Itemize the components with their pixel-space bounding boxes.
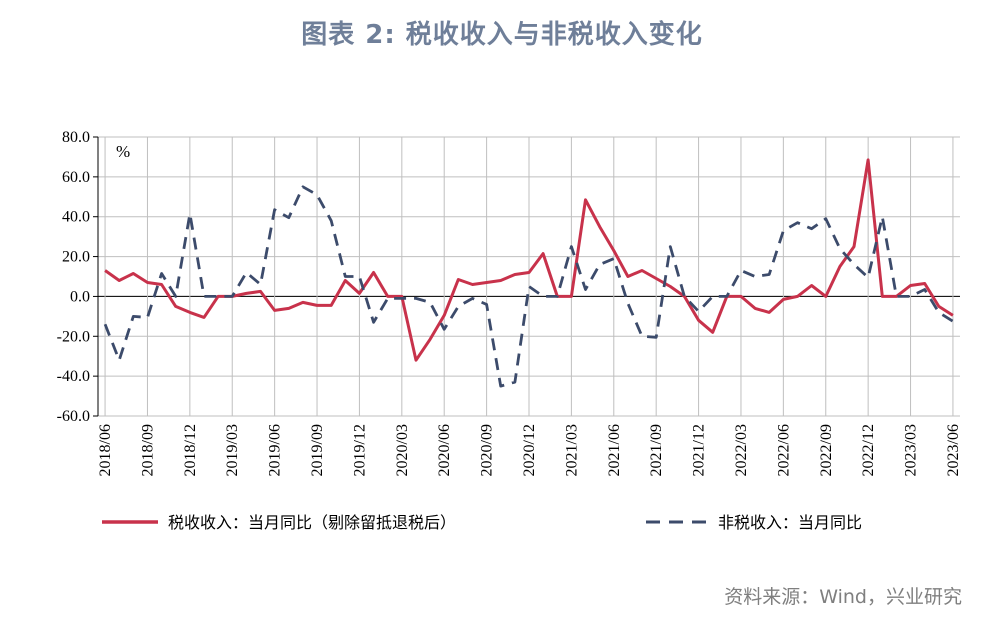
x-tick-label: 2018/12 <box>182 424 199 476</box>
series-line-tax <box>104 158 954 362</box>
x-tick-label: 2019/12 <box>351 424 368 476</box>
x-axis-ticks: 2018/06 2018/09 2018/12 2019/03 2019/06 2019/… <box>97 424 962 476</box>
x-tick-label: 2018/09 <box>139 424 156 476</box>
x-tick-label: 2021/03 <box>563 424 580 476</box>
source-note: 资料来源：Wind，兴业研究 <box>724 586 962 608</box>
x-tick-label: 2021/12 <box>691 424 708 476</box>
legend-label-tax: 税收收入：当月同比（剔除留抵退税后） <box>168 513 456 532</box>
x-tick-label: 2022/09 <box>818 424 835 476</box>
x-tick-label: 2018/06 <box>97 424 114 476</box>
x-tick-label: 2022/06 <box>775 424 792 476</box>
series-line-nontax <box>103 185 954 388</box>
x-tick-label: 2019/03 <box>224 424 241 476</box>
y-tick-label: 40.0 <box>62 209 90 226</box>
x-tick-label: 2023/03 <box>903 424 920 476</box>
y-tick-label: -40.0 <box>57 368 90 385</box>
y-tick-label: 80.0 <box>62 129 90 146</box>
y-tick-label: -20.0 <box>57 328 90 345</box>
y-axis-ticks: 80.0 60.0 40.0 20.0 0.0 -20.0 -40.0 -60.0 <box>57 129 99 425</box>
x-tick-label: 2019/06 <box>267 424 284 476</box>
x-tick-label: 2020/03 <box>394 424 411 476</box>
chart-title: 图表 2: 税收收入与非税收入变化 <box>301 20 703 50</box>
x-tick-label: 2020/09 <box>479 424 496 476</box>
x-tick-label: 2019/09 <box>309 424 326 476</box>
y-tick-label: -60.0 <box>57 408 90 425</box>
y-tick-label: 60.0 <box>62 169 90 186</box>
x-tick-label: 2020/06 <box>436 424 453 476</box>
gridlines <box>98 136 960 417</box>
unit-label: % <box>116 142 130 161</box>
x-tick-label: 2021/06 <box>606 424 623 476</box>
x-tick-label: 2022/03 <box>733 424 750 476</box>
x-tick-label: 2023/06 <box>945 424 962 476</box>
legend: 税收收入：当月同比（剔除留抵退税后） 非税收入：当月同比 <box>102 513 862 532</box>
x-tick-label: 2020/12 <box>521 424 538 476</box>
x-tick-label: 2021/09 <box>648 424 665 476</box>
legend-label-nontax: 非税收入：当月同比 <box>718 513 862 532</box>
y-tick-label: 0.0 <box>70 288 90 305</box>
x-tick-label: 2022/12 <box>860 424 877 476</box>
series-lines <box>103 158 954 388</box>
y-tick-label: 20.0 <box>62 249 90 266</box>
